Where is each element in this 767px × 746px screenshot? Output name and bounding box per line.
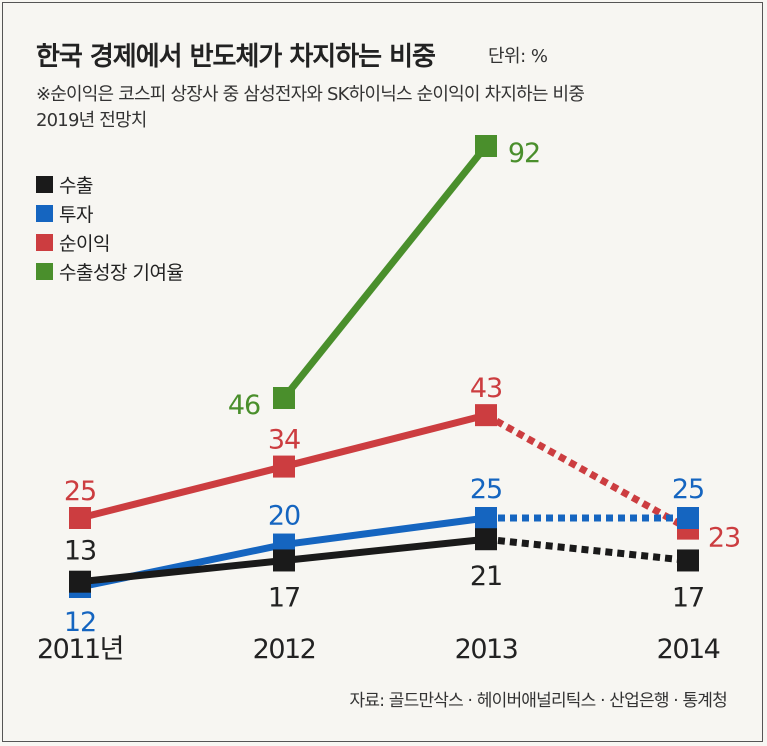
data-label: 21 <box>470 561 502 592</box>
series-line <box>283 514 487 549</box>
legend: 수출 투자 순이익 수출성장 기여율 <box>36 170 184 286</box>
legend-label: 투자 <box>59 204 93 226</box>
legend-swatch <box>36 205 53 222</box>
x-tick-label: 2012 <box>253 634 316 665</box>
data-point <box>475 528 497 551</box>
subtitle-line: ※순이익은 코스피 상장사 중 삼성전자와 SK하이닉스 순이익이 차지하는 비… <box>36 84 585 105</box>
chart-title: 한국 경제에서 반도체가 차지하는 비중 <box>36 42 436 72</box>
data-label: 25 <box>470 474 502 505</box>
legend-item-export: 수출 <box>36 170 183 199</box>
data-label: 20 <box>268 501 300 532</box>
data-label: 92 <box>508 138 540 169</box>
data-label: 34 <box>268 425 300 456</box>
series-line <box>281 143 489 401</box>
data-label: 25 <box>672 474 704 505</box>
data-point <box>677 549 699 572</box>
data-point <box>677 507 699 529</box>
x-tick-label: 2013 <box>455 634 518 665</box>
chart-subtitle: ※순이익은 코스피 상장사 중 삼성전자와 SK하이닉스 순이익이 차지하는 비… <box>36 82 585 134</box>
data-label: 23 <box>708 523 740 554</box>
data-point <box>273 549 295 572</box>
data-label: 25 <box>64 476 96 507</box>
data-label: 43 <box>470 373 502 404</box>
source-note: 자료: 골드만삭스 · 헤이버애널리틱스 · 산업은행 · 통계청 <box>349 691 728 711</box>
series-line <box>79 556 285 586</box>
x-tick-label: 2014 <box>657 634 720 665</box>
legend-label: 순이익 <box>59 233 110 255</box>
series-line-dashed <box>485 535 689 564</box>
data-point <box>475 404 497 427</box>
data-label: 17 <box>268 582 300 613</box>
subtitle-line: 2019년 전망치 <box>36 110 147 131</box>
data-label: 17 <box>672 582 704 613</box>
x-tick-label: 2011년 <box>37 634 123 665</box>
legend-swatch <box>36 176 53 193</box>
legend-item-net-profit: 순이익 <box>36 228 183 257</box>
series-line <box>79 463 285 522</box>
unit-label: 단위: % <box>488 46 548 67</box>
series-line-dashed <box>484 412 690 532</box>
data-label: 12 <box>64 607 96 638</box>
data-point <box>69 507 91 529</box>
legend-swatch <box>36 234 53 251</box>
data-point <box>475 135 497 157</box>
legend-swatch <box>36 263 53 280</box>
legend-label: 수출 <box>59 175 93 197</box>
legend-item-investment: 투자 <box>36 199 183 228</box>
legend-label: 수출성장 기여율 <box>59 262 184 284</box>
data-point <box>475 507 497 529</box>
legend-item-export-growth: 수출성장 기여율 <box>36 257 184 286</box>
data-point <box>273 455 295 478</box>
data-point <box>273 387 295 409</box>
data-label: 13 <box>64 536 96 567</box>
series-line <box>283 535 487 564</box>
data-label: 46 <box>228 390 260 421</box>
data-point <box>69 570 91 593</box>
series-line <box>283 411 487 470</box>
